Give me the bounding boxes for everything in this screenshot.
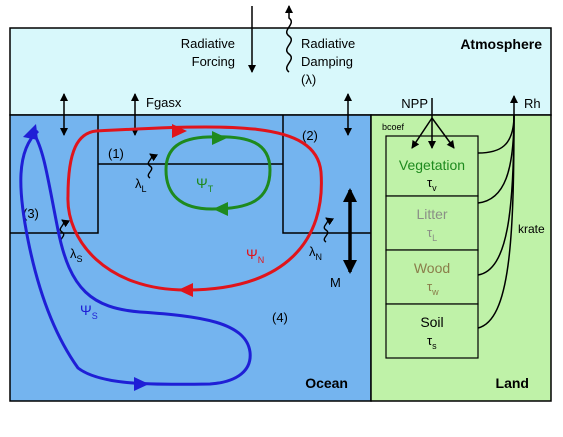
lambda-n-label: λN <box>309 244 322 262</box>
box-1-label: (1) <box>108 146 124 161</box>
radiative-forcing-label-line2: Forcing <box>192 54 235 69</box>
psi-s-arrowhead-top <box>23 124 38 140</box>
psi-t-arrowhead-bottom <box>213 202 228 216</box>
radiative-damping-label-line1: Radiative <box>301 36 355 51</box>
wood-pool-name: Wood <box>414 260 450 276</box>
ocean-box-divisions <box>10 115 371 234</box>
psi-t-circulation-loop <box>164 135 272 211</box>
npp-arrow-to-vegetation-1 <box>411 117 433 149</box>
bcoef-label: bcoef <box>382 122 405 132</box>
vegetation-pool-name: Vegetation <box>399 157 465 173</box>
atmosphere-panel <box>9 27 552 116</box>
litter-pool-name: Litter <box>416 206 447 222</box>
land-label: Land <box>496 375 529 391</box>
psi-s-circulation-loop <box>19 129 252 386</box>
box-4-label: (4) <box>272 310 288 325</box>
radiative-damping-label-line3: (λ) <box>301 72 316 87</box>
box-2-label: (2) <box>302 128 318 143</box>
wood-pool <box>385 249 479 305</box>
lambda-n-wavy-arrow <box>323 217 335 243</box>
heterotrophic-respiration-flows <box>477 95 518 329</box>
fgasx-label: Fgasx <box>146 95 182 110</box>
wood-pool-tau: τw <box>427 279 439 297</box>
psi-n-arrowhead-bottom <box>178 283 193 297</box>
lambda-s-label: λS <box>70 246 83 264</box>
psi-s-label: ΨS <box>80 302 98 321</box>
npp-arrow-to-vegetation-3 <box>431 117 455 149</box>
litter-pool-tau: τL <box>427 225 437 243</box>
krate-label: krate <box>518 222 545 236</box>
soil-pool <box>385 303 479 359</box>
vegetation-pool-tau: τv <box>427 175 437 193</box>
psi-t-label: ΨT <box>196 175 214 194</box>
radiative-damping-wavy-arrow <box>285 5 293 73</box>
psi-s-arrowhead-bottom <box>134 377 149 391</box>
lambda-l-wavy-arrow <box>147 153 159 179</box>
psi-t-arrowhead-top <box>212 131 227 145</box>
land-pools: Vegetation τv Litter τL Wood τw Soil τs <box>385 135 479 359</box>
atmosphere-label: Atmosphere <box>460 36 542 52</box>
soil-pool-tau: τs <box>427 333 437 351</box>
ocean-label: Ocean <box>305 375 348 391</box>
rh-label: Rh <box>524 96 541 111</box>
radiative-forcing-label-line1: Radiative <box>181 36 235 51</box>
mixing-label: M <box>330 275 341 290</box>
litter-pool <box>385 195 479 251</box>
psi-n-arrowhead-top <box>172 124 187 138</box>
npp-label: NPP <box>401 96 428 111</box>
box-3-label: (3) <box>23 206 39 221</box>
soil-pool-name: Soil <box>420 314 443 330</box>
lambda-l-label: λL <box>135 176 147 194</box>
radiative-damping-label-line2: Damping <box>301 54 353 69</box>
psi-n-label: ΨN <box>246 246 264 265</box>
psi-n-circulation-loop <box>66 125 323 292</box>
